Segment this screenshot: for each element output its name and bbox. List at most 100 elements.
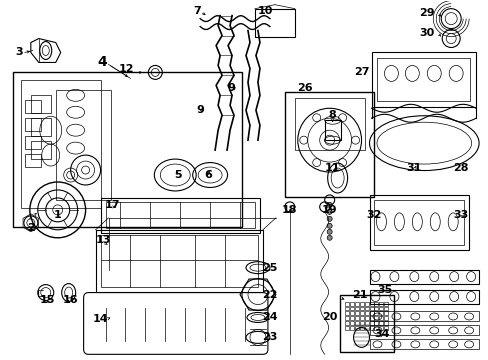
Bar [349,306,353,310]
Bar [374,327,378,330]
Text: 15: 15 [40,294,55,305]
Text: 18: 18 [282,205,297,215]
Bar [359,311,363,315]
Text: 3: 3 [15,48,22,58]
Bar [354,311,358,315]
Bar [374,200,463,245]
Text: 13: 13 [96,235,111,245]
Bar [374,306,378,310]
Text: 20: 20 [321,312,337,323]
Text: 19: 19 [321,205,337,215]
Text: 35: 35 [376,284,391,294]
Bar [369,195,468,250]
Bar [384,327,387,330]
Bar [25,118,41,131]
Circle shape [326,235,331,240]
Text: 4: 4 [98,55,107,69]
Bar [349,311,353,315]
Text: 9: 9 [226,84,235,93]
Bar [344,316,348,320]
Bar [359,321,363,325]
Bar [101,198,260,233]
Bar [339,294,394,352]
Bar [364,316,368,320]
Bar [371,53,475,107]
Bar [349,327,353,330]
Text: 23: 23 [262,332,277,342]
Text: 27: 27 [353,67,368,77]
Bar [25,100,41,113]
Bar [354,321,358,325]
Text: 11: 11 [324,163,340,173]
Bar [369,302,373,306]
Text: 31: 31 [406,163,421,173]
Bar [374,316,378,320]
Text: 14: 14 [93,314,108,324]
Bar [377,58,469,101]
Bar [344,327,348,330]
Text: 25: 25 [262,263,277,273]
Text: 5: 5 [174,170,182,180]
Bar [21,80,101,208]
Bar [379,306,383,310]
Bar [285,92,374,197]
Bar [254,9,294,37]
Bar [369,327,373,330]
Bar [369,321,373,325]
Bar [105,202,254,228]
Bar [354,306,358,310]
Text: 17: 17 [104,200,120,210]
Bar [364,321,368,325]
Text: 12: 12 [119,64,134,75]
Text: 34: 34 [374,329,389,339]
Bar [369,306,373,310]
Bar [369,325,478,336]
Circle shape [326,210,331,214]
Bar [384,306,387,310]
Text: 1: 1 [54,210,61,220]
Bar [344,306,348,310]
Bar [384,302,387,306]
Text: 26: 26 [296,84,312,93]
Bar [359,327,363,330]
Text: 24: 24 [262,312,277,323]
Bar [369,339,478,349]
Bar [359,316,363,320]
Bar [379,321,383,325]
Bar [384,311,387,315]
Text: 30: 30 [419,28,434,37]
Bar [324,120,340,140]
Bar [374,311,378,315]
Circle shape [326,229,331,234]
Bar [349,316,353,320]
Bar [364,306,368,310]
Text: 32: 32 [366,210,382,220]
Bar [25,136,41,149]
Bar [344,311,348,315]
Bar [349,321,353,325]
Bar [354,316,358,320]
Bar [364,311,368,315]
Text: 21: 21 [351,289,366,300]
Bar [13,72,242,227]
Bar [369,311,373,315]
Bar [364,302,368,306]
Bar [349,302,353,306]
Bar [374,302,378,306]
Bar [31,95,51,113]
Bar [369,316,373,320]
Text: 10: 10 [257,6,272,15]
Bar [369,270,478,284]
Text: 6: 6 [204,170,212,180]
Bar [384,316,387,320]
Circle shape [326,202,331,207]
Bar [354,302,358,306]
Bar [379,316,383,320]
Bar [369,311,478,321]
Bar [56,90,110,200]
Text: 9: 9 [196,105,203,115]
Text: 7: 7 [193,6,201,15]
Bar [359,302,363,306]
Bar [101,235,258,287]
Bar [344,321,348,325]
